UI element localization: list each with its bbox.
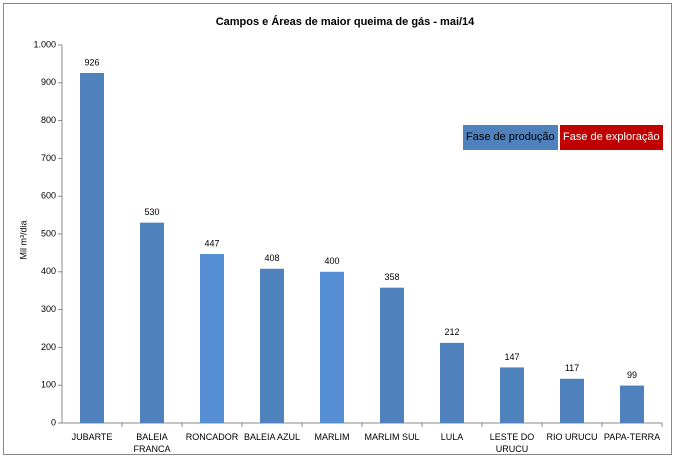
chart-title: Campos e Áreas de maior queima de gás - …	[216, 15, 475, 28]
y-tick-label: 600	[41, 191, 56, 201]
bar	[500, 367, 524, 423]
y-tick-label: 800	[41, 115, 56, 125]
value-label: 358	[384, 272, 399, 282]
bar	[80, 72, 104, 424]
y-tick-label: 700	[41, 153, 56, 163]
y-tick-label: 200	[41, 342, 56, 352]
x-tick-label: RIO URUCU	[546, 432, 598, 442]
bar	[620, 385, 644, 423]
value-label: 447	[204, 238, 219, 248]
y-tick-label: 900	[41, 77, 56, 87]
y-tick-label: 1.000	[33, 39, 56, 49]
value-label: 400	[324, 256, 339, 266]
bar	[260, 268, 284, 423]
y-tick-label: 100	[41, 380, 56, 390]
x-tick-label: LESTE DO URUCU	[489, 432, 535, 454]
value-label: 117	[565, 363, 579, 373]
bar	[560, 378, 584, 423]
value-label: 530	[144, 207, 159, 217]
x-tick-label: BALEIA FRANCA	[133, 432, 171, 454]
bar	[380, 287, 404, 423]
value-label: 147	[504, 352, 519, 362]
x-tick-label: LULA	[440, 432, 464, 442]
bar	[320, 271, 344, 423]
y-tick-label: 300	[41, 304, 56, 314]
y-tick-label: 500	[41, 228, 56, 238]
x-tick-label: MARLIM SUL	[364, 432, 420, 442]
x-tick-label: JUBARTE	[71, 432, 113, 442]
value-label: 926	[84, 57, 99, 67]
value-label: 408	[264, 253, 279, 263]
legend-entry: Fase de produção	[463, 125, 558, 150]
y-tick-label: 0	[51, 417, 56, 427]
y-axis-label: Mil m³/dia	[18, 220, 28, 259]
x-tick-label: PAPA-TERRA	[603, 432, 661, 442]
bar	[140, 222, 164, 423]
x-tick-label: MARLIM	[314, 432, 350, 442]
x-tick-label: BALEIA AZUL	[243, 432, 301, 442]
bar	[440, 342, 464, 423]
bar	[200, 254, 224, 423]
chart-frame	[3, 3, 672, 455]
x-tick-label: RONCADOR	[185, 432, 239, 442]
value-label: 212	[444, 327, 459, 337]
legend-entry: Fase de exploração	[560, 125, 663, 150]
value-label: 99	[627, 370, 637, 380]
y-tick-label: 400	[41, 266, 56, 276]
